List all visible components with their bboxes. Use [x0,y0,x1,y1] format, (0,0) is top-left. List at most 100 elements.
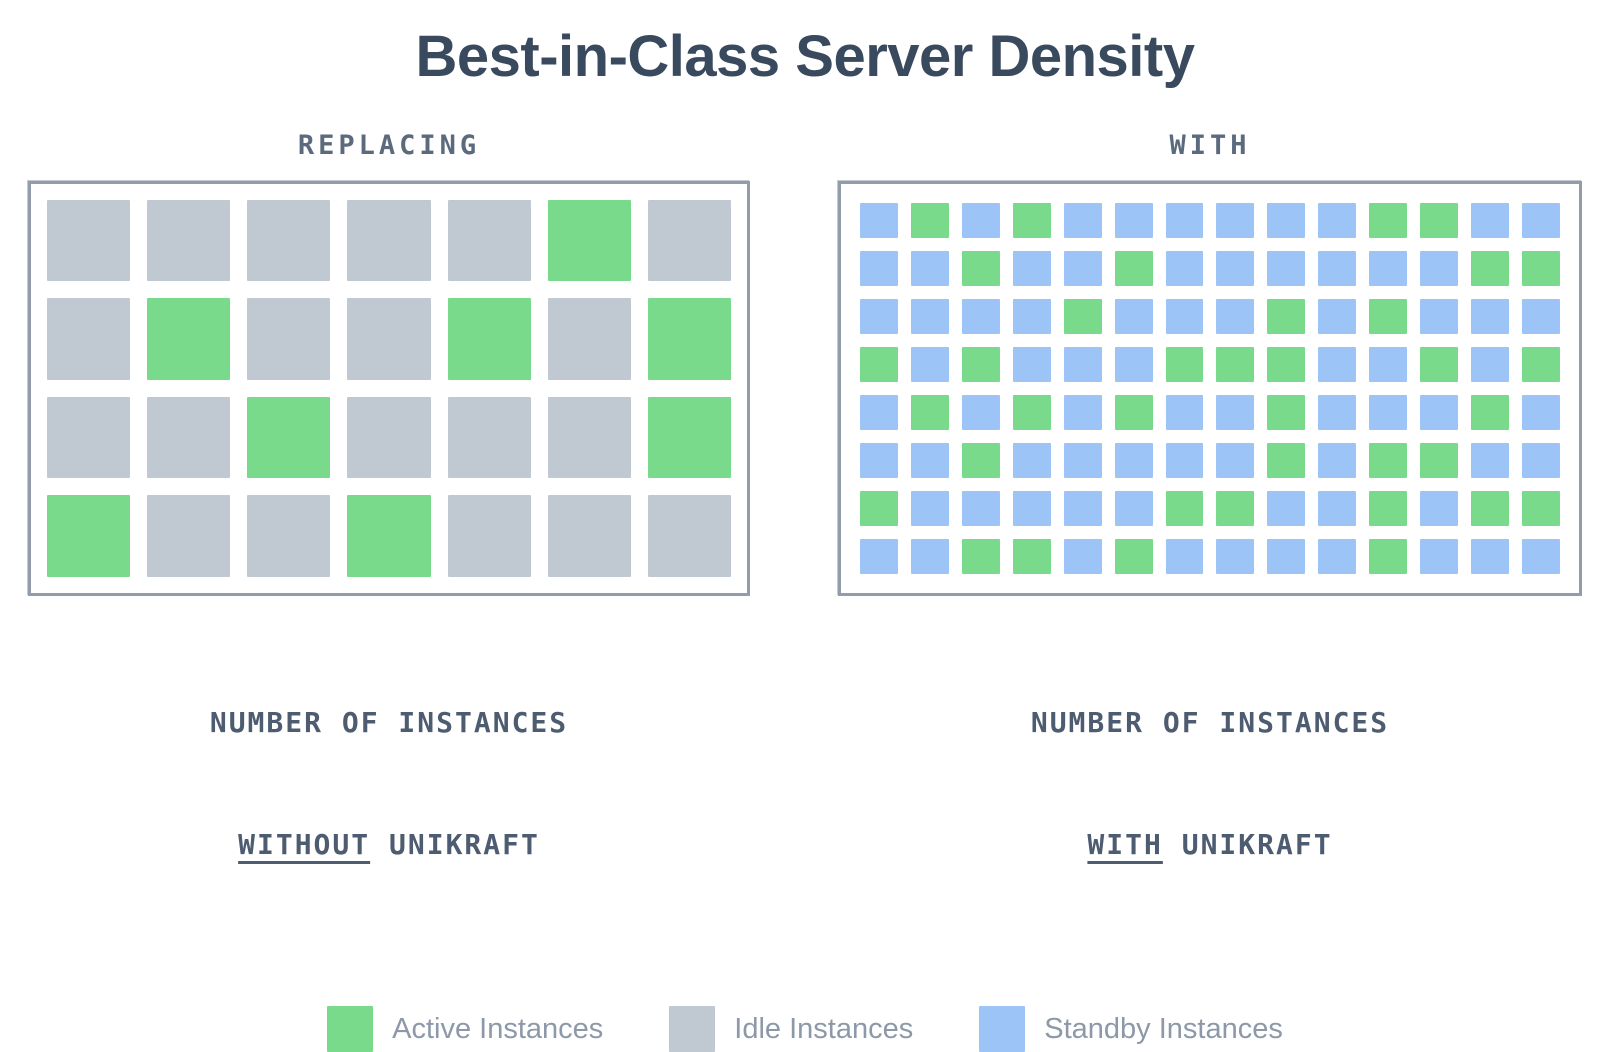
standby-instance-cell [910,346,949,382]
panel-heading-replacing: REPLACING [297,129,481,161]
idle-instance-cell [447,396,531,479]
active-instance-cell [1267,394,1306,430]
idle-instance-cell [347,199,431,282]
standby-instance-cell [1012,250,1051,286]
idle-instance-cell [647,495,731,577]
active-instance-cell [1267,442,1306,478]
standby-instance-cell [1165,250,1204,286]
standby-instance-cell [1012,442,1051,478]
standby-instance-cell [1318,202,1357,238]
active-instance-cell [1369,538,1408,574]
standby-instance-cell [1012,490,1051,526]
active-instance-cell [1216,346,1255,382]
active-instance-cell [1420,442,1459,478]
panels-row: REPLACING NUMBER OF INSTANCES WITHOUT UN… [0,130,1610,947]
active-instance-cell [1012,394,1051,430]
idle-instance-cell [147,396,231,479]
active-instance-cell [1522,490,1560,526]
standby-instance-cell [1063,394,1102,430]
standby-instance-cell [1165,394,1204,430]
active-instance-cell [910,394,949,430]
active-instance-cell [1114,250,1153,286]
active-instance-cell [1420,346,1459,382]
idle-instance-cell [347,298,431,380]
legend-item-standby: Standby Instances [979,1006,1283,1052]
page-title: Best-in-Class Server Density [415,24,1196,89]
legend-label-active: Active Instances [392,1012,604,1045]
standby-instance-cell [860,538,898,574]
standby-instance-cell [1318,298,1357,334]
active-instance-cell [1369,202,1408,238]
standby-instance-cell [910,298,949,334]
standby-instance-cell [961,298,1000,334]
idle-instance-cell [347,396,431,479]
standby-instance-cell [1471,202,1510,238]
panel-column-without: REPLACING NUMBER OF INSTANCES WITHOUT UN… [28,130,750,947]
standby-instance-cell [1420,394,1459,430]
standby-instance-cell [1522,394,1560,430]
standby-instance-cell [1522,298,1560,334]
standby-instance-cell [1012,298,1051,334]
legend: Active Instances Idle Instances Standby … [0,1006,1610,1052]
standby-instance-cell [961,394,1000,430]
active-instance-cell [347,495,431,577]
standby-instance-cell [1369,346,1408,382]
caption-line1: NUMBER OF INSTANCES [1030,705,1390,739]
active-instance-cell [961,250,1000,286]
active-instance-cell [860,346,898,382]
active-instances-swatch [327,1006,374,1052]
standby-instance-cell [1522,538,1560,574]
idle-instance-cell [547,298,631,380]
active-instance-cell [910,202,949,238]
legend-label-idle: Idle Instances [734,1012,914,1045]
standby-instance-cell [1420,250,1459,286]
standby-instance-cell [1114,298,1153,334]
standby-instance-cell [1012,346,1051,382]
standby-instance-cell [1267,202,1306,238]
active-instance-cell [1165,490,1204,526]
legend-item-idle: Idle Instances [669,1006,913,1052]
instance-grid-without-unikraft [28,180,750,596]
idle-instance-cell [647,199,731,282]
idle-instance-cell [147,199,231,282]
standby-instance-cell [910,442,949,478]
standby-instance-cell [1114,202,1153,238]
caption-after-word: UNIKRAFT [1162,827,1333,861]
legend-label-standby: Standby Instances [1044,1012,1283,1045]
standby-instance-cell [1165,298,1204,334]
standby-instance-cell [1063,346,1102,382]
standby-instance-cell [1318,442,1357,478]
standby-instance-cell [1114,490,1153,526]
legend-item-active: Active Instances [327,1006,603,1052]
standby-instance-cell [1216,298,1255,334]
active-instance-cell [647,396,731,479]
active-instance-cell [1369,298,1408,334]
idle-instance-cell [547,495,631,577]
standby-instance-cell [1318,538,1357,574]
standby-instance-cell [1420,298,1459,334]
standby-instance-cell [1318,490,1357,526]
caption-after-word: UNIKRAFT [370,827,540,861]
standby-instance-cell [1267,490,1306,526]
standby-instance-cell [1471,298,1510,334]
standby-instance-cell [1522,202,1560,238]
standby-instance-cell [1471,442,1510,478]
active-instance-cell [1165,346,1204,382]
standby-instance-cell [1267,538,1306,574]
standby-instance-cell [1216,538,1255,574]
caption-without-unikraft: NUMBER OF INSTANCES WITHOUT UNIKRAFT [28,622,750,947]
active-instance-cell [1420,202,1459,238]
standby-instance-cell [860,442,898,478]
active-instance-cell [1267,346,1306,382]
caption-line2: WITH UNIKRAFT [838,825,1582,866]
active-instance-cell [961,442,1000,478]
active-instance-cell [1267,298,1306,334]
idle-instance-cell [547,396,631,479]
standby-instance-cell [1114,346,1153,382]
standby-instance-cell [1471,346,1510,382]
caption-underlined-word: WITHOUT [238,827,371,861]
active-instance-cell [647,298,731,380]
standby-instance-cell [860,298,898,334]
standby-instance-cell [1063,202,1102,238]
standby-instance-cell [1420,490,1459,526]
